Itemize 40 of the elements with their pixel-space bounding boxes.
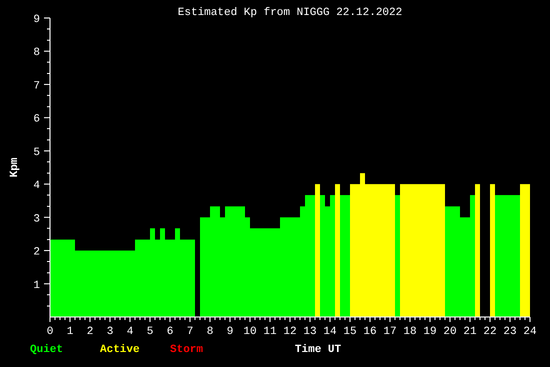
x-tick-label: 13 xyxy=(303,326,317,338)
y-tick-label: 6 xyxy=(33,114,40,126)
x-tick-label: 4 xyxy=(126,326,134,338)
x-tick-label: 20 xyxy=(443,326,457,338)
x-tick-label: 10 xyxy=(243,326,257,338)
y-tick-label: 8 xyxy=(33,47,40,60)
x-tick-label: 17 xyxy=(383,326,397,338)
x-tick-label: 22 xyxy=(483,326,497,338)
x-tick-label: 18 xyxy=(403,326,417,338)
x-tick-label: 24 xyxy=(523,326,537,338)
x-tick-label: 6 xyxy=(166,326,174,338)
x-tick-label: 5 xyxy=(146,326,154,338)
x-tick-label: 14 xyxy=(323,326,337,338)
text: Quiet xyxy=(30,344,64,356)
y-tick-label: 3 xyxy=(33,213,40,226)
y-tick-label: 7 xyxy=(33,80,40,92)
x-tick-label: 9 xyxy=(226,326,234,338)
x-tick-label: 0 xyxy=(46,326,54,338)
x-tick-label: 12 xyxy=(283,326,297,338)
y-tick-label: 2 xyxy=(33,246,40,259)
y-axis-title: Kpm xyxy=(9,157,21,178)
y-tick-label: 5 xyxy=(33,146,40,159)
y-tick-label: 1 xyxy=(33,280,40,292)
chart-title: Estimated Kp from NIGGG 22.12.2022 xyxy=(178,7,402,19)
x-tick-label: 1 xyxy=(66,326,74,338)
x-tick-label: 2 xyxy=(86,326,94,338)
y-tick-label: 9 xyxy=(33,14,40,26)
x-tick-label: 11 xyxy=(263,326,277,338)
x-tick-label: 21 xyxy=(463,326,477,338)
x-tick-label: 23 xyxy=(503,326,517,338)
text: Storm xyxy=(170,344,204,356)
x-tick-label: 7 xyxy=(186,326,194,338)
x-axis-title: Time UT xyxy=(294,344,342,356)
x-tick-label: 19 xyxy=(423,326,437,338)
x-tick-label: 3 xyxy=(106,326,114,338)
text: Active xyxy=(100,344,140,356)
x-tick-label: 8 xyxy=(206,326,214,338)
x-tick-label: 16 xyxy=(363,326,377,338)
x-tick-label: 15 xyxy=(343,326,357,338)
y-tick-label: 4 xyxy=(33,180,40,192)
